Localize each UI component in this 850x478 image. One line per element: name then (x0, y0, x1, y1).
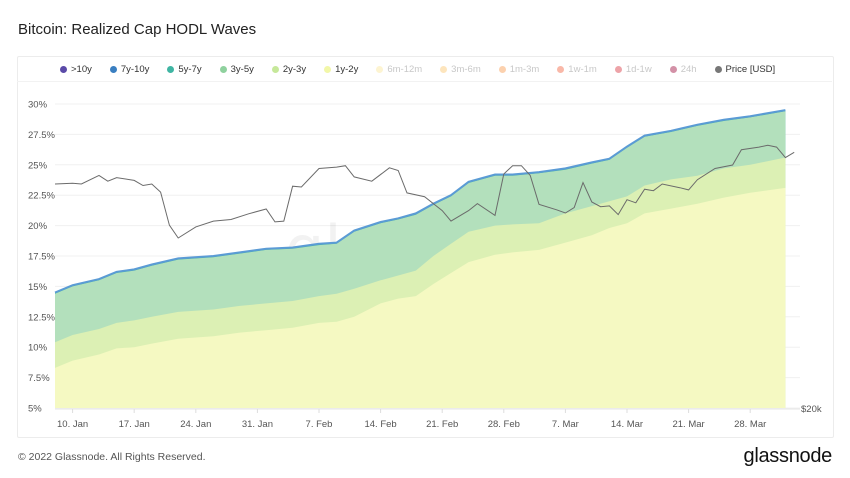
legend-label: 1d-1w (625, 64, 652, 75)
y-tick-label: 17.5% (28, 252, 55, 263)
legend-label: 24h (680, 64, 697, 75)
legend-item-6m-12m[interactable]: 6m-12m (376, 64, 422, 75)
legend-item-2y-3y[interactable]: 2y-3y (271, 64, 307, 75)
x-tick-label: 7. Mar (552, 419, 579, 430)
legend-item-1m-3m[interactable]: 1m-3m (498, 64, 540, 75)
legend-dot-icon (324, 66, 332, 73)
x-tick-label: 10. Jan (57, 419, 88, 430)
legend-item-5y-7y[interactable]: 5y-7y (167, 64, 202, 75)
legend-dot-icon (60, 66, 67, 73)
x-tick-label: 28. Mar (734, 419, 766, 430)
x-tick-label: 31. Jan (242, 419, 273, 430)
x-tick-label: 7. Feb (306, 419, 333, 430)
y-tick-label: 7.5% (28, 373, 50, 384)
legend-dot-icon (109, 66, 117, 73)
legend-item-1d-1w[interactable]: 1d-1w (614, 64, 652, 75)
legend-item-3m-6m[interactable]: 3m-6m (440, 64, 481, 75)
y-tick-label: 30% (28, 100, 48, 111)
y-tick-label: 15% (28, 282, 48, 293)
legend-label: >10y (71, 64, 92, 75)
legend-item-3y-5y[interactable]: 3y-5y (219, 64, 254, 75)
x-tick-label: 21. Mar (672, 419, 704, 430)
area-1y-2y (55, 187, 786, 408)
y-tick-label: 27.5% (28, 130, 55, 141)
price-axis-label: $20k (801, 404, 822, 415)
y-tick-label: 25% (28, 160, 48, 171)
legend-item-10y[interactable]: >10y (60, 64, 92, 75)
legend-dot-icon (271, 66, 279, 73)
legend-dot-icon (557, 66, 565, 73)
x-tick-label: 21. Feb (426, 419, 458, 430)
legend-item-1y-2y[interactable]: 1y-2y (324, 64, 358, 75)
legend-label: 1y-2y (335, 64, 359, 75)
legend-dot-icon (167, 66, 175, 73)
legend-dot-icon (440, 66, 448, 73)
top-band-line-7y-10y (54, 109, 786, 294)
legend-label: 1m-3m (509, 64, 540, 75)
legend: >10y 7y-10y 5y-7y 3y-5y 2y-3y 1y-2y 6m-12m 3m-6… (60, 64, 793, 75)
legend-dot-icon (669, 66, 677, 73)
legend-label: 5y-7y (178, 64, 202, 75)
legend-divider (17, 81, 832, 82)
legend-item-price-usd[interactable]: Price [USD] (714, 64, 776, 75)
x-tick-label: 24. Jan (180, 419, 211, 430)
y-tick-label: 22.5% (28, 191, 55, 202)
x-tick-label: 17. Jan (119, 419, 150, 430)
legend-label: 3y-5y (230, 64, 254, 75)
legend-label: 1w-1m (568, 64, 597, 75)
legend-label: 2y-3y (282, 64, 307, 75)
legend-item-1w-1m[interactable]: 1w-1m (557, 64, 597, 75)
x-tick-label: 14. Feb (364, 419, 396, 430)
legend-label: Price [USD] (725, 64, 776, 75)
x-tick-label: 28. Feb (488, 419, 520, 430)
legend-label: 3m-6m (451, 64, 481, 75)
page-title: Bitcoin: Realized Cap HODL Waves (18, 21, 257, 38)
legend-dot-icon (498, 66, 506, 73)
price-line (54, 144, 795, 239)
legend-dot-icon (714, 66, 722, 73)
y-tick-label: 10% (28, 343, 48, 354)
legend-dot-icon (614, 66, 622, 73)
y-tick-label: 5% (28, 404, 42, 415)
copyright-footer: © 2022 Glassnode. All Rights Reserved. (18, 451, 206, 463)
legend-item-24h[interactable]: 24h (669, 64, 697, 75)
legend-dot-icon (219, 66, 227, 73)
legend-label: 6m-12m (387, 64, 423, 75)
glassnode-logo[interactable]: glassnode (743, 445, 833, 467)
legend-item-7y-10y[interactable]: 7y-10y (109, 64, 150, 75)
legend-dot-icon (376, 66, 384, 73)
y-tick-label: 12.5% (28, 312, 55, 323)
x-tick-label: 14. Mar (611, 419, 643, 430)
legend-label: 7y-10y (120, 64, 150, 75)
y-tick-label: 20% (28, 221, 48, 232)
